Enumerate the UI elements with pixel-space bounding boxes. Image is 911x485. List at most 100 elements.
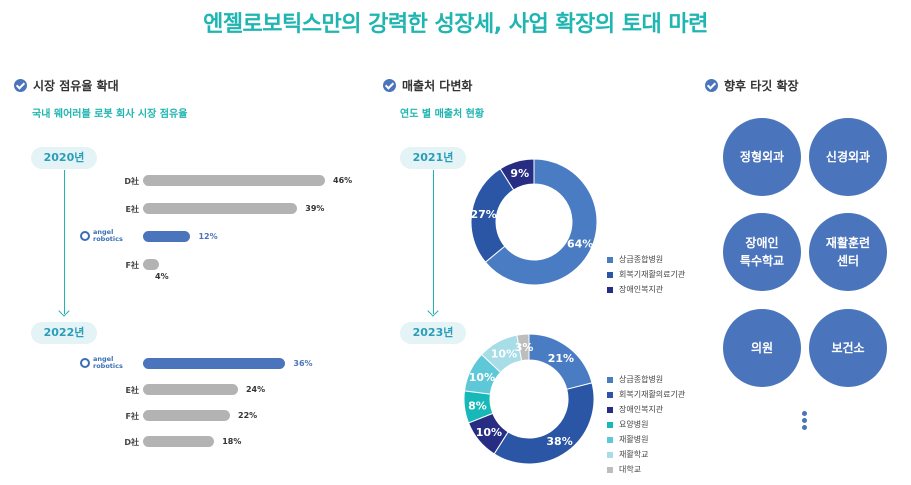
- bar: [143, 436, 215, 447]
- target-bubble: 장애인 특수학교: [723, 213, 801, 291]
- legend-item: 장애인복지관: [607, 404, 663, 415]
- slice-value-label: 38%: [546, 435, 572, 448]
- slice-value-label: 21%: [548, 352, 574, 365]
- slice-value-label: 64%: [567, 238, 593, 251]
- legend-label: 재활학교: [619, 450, 649, 459]
- slice-value-label: 27%: [470, 208, 496, 221]
- page-title: 엔젤로보틱스만의 강력한 성장세, 사업 확장의 토대 마련: [203, 12, 708, 37]
- targets-heading-text: 향후 타깃 확장: [724, 79, 799, 93]
- donut-slice: [467, 412, 509, 455]
- bar-label: F社: [125, 412, 139, 421]
- legend-swatch: [607, 256, 613, 263]
- period-pill-2020: 2020년: [31, 147, 97, 169]
- customers-subtitle: 연도 별 매출처 현황: [400, 109, 485, 120]
- legend-label: 요양병원: [619, 420, 649, 429]
- bar: [143, 231, 191, 242]
- legend-item: 요양병원: [607, 419, 648, 430]
- legend-swatch: [607, 466, 613, 473]
- legend-item: 회복기재활의료기관: [607, 269, 685, 280]
- logo-line-1: angel: [93, 355, 114, 363]
- donut-slice: [463, 390, 494, 424]
- bar: [143, 203, 298, 214]
- bar-value-label: 39%: [305, 204, 325, 213]
- legend-swatch: [607, 421, 613, 428]
- donut-slice: [493, 382, 595, 465]
- check-circle-icon: [705, 79, 718, 92]
- more-dots-icon: [802, 425, 807, 430]
- slice-value-label: 10%: [469, 371, 495, 384]
- legend-swatch: [607, 436, 613, 443]
- slice-value-label: 9%: [510, 167, 529, 180]
- target-bubble: 재활훈련 센터: [809, 213, 887, 291]
- bar: [143, 358, 286, 369]
- bar-value-label: 4%: [155, 272, 169, 281]
- more-dots-icon: [802, 411, 807, 416]
- legend-item: 상급종합병원: [607, 254, 663, 265]
- slice-value-label: 8%: [468, 400, 487, 413]
- down-arrow-icon: [427, 305, 439, 317]
- bar-label: E社: [125, 205, 139, 214]
- legend-swatch: [607, 376, 613, 383]
- legend-label: 대학교: [619, 465, 642, 474]
- bar: [143, 410, 231, 421]
- legend-label: 회복기재활의료기관: [619, 270, 686, 279]
- target-bubble: 의원: [723, 309, 801, 387]
- slice-value-label: 3%: [515, 341, 534, 354]
- donut-slice: [470, 168, 515, 263]
- target-bubble: 보건소: [809, 309, 887, 387]
- logo-line-2: robotics: [93, 235, 123, 243]
- market-share-heading: 시장 점유율 확대: [14, 77, 119, 94]
- donut-slice: [463, 353, 502, 395]
- legend-label: 장애인복지관: [619, 285, 664, 294]
- legend-swatch: [607, 391, 613, 398]
- market-share-subtitle: 국내 웨어러블 로봇 회사 시장 점유율: [32, 109, 188, 120]
- down-arrow-icon: [58, 305, 70, 317]
- target-bubble: 신경외과: [809, 118, 887, 196]
- legend-swatch: [607, 451, 613, 458]
- logo-line-1: angel: [93, 228, 114, 236]
- bar-value-label: 18%: [222, 437, 242, 446]
- bar-label: D社: [124, 177, 139, 186]
- legend-item: 대학교: [607, 464, 641, 475]
- customers-heading: 매출처 다변화: [383, 77, 472, 94]
- bar-label: F社: [125, 261, 139, 270]
- check-circle-icon: [383, 79, 396, 92]
- logo-mark-icon: [80, 231, 90, 241]
- legend-swatch: [607, 406, 613, 413]
- bar: [143, 175, 325, 186]
- legend-label: 상급종합병원: [619, 255, 664, 264]
- donut-slice: [528, 333, 593, 390]
- legend-item: 장애인복지관: [607, 284, 663, 295]
- legend-label: 재활병원: [619, 435, 649, 444]
- timeline-line: [433, 170, 434, 314]
- angel-robotics-logo: angel robotics: [80, 229, 123, 243]
- period-pill-2023: 2023년: [400, 322, 466, 344]
- period-pill-2021: 2021년: [400, 147, 466, 169]
- slice-value-label: 10%: [476, 426, 502, 439]
- bar-value-label: 12%: [198, 232, 218, 241]
- legend-label: 장애인복지관: [619, 405, 664, 414]
- bar-value-label: 36%: [293, 359, 313, 368]
- legend-swatch: [607, 286, 613, 293]
- angel-robotics-logo: angel robotics: [80, 356, 123, 370]
- slice-value-label: 10%: [491, 347, 517, 360]
- bar-label: E社: [125, 386, 139, 395]
- check-circle-icon: [14, 79, 27, 92]
- period-pill-2022: 2022년: [31, 322, 97, 344]
- targets-heading: 향후 타깃 확장: [705, 77, 799, 94]
- bar-label: D社: [124, 438, 139, 447]
- legend-label: 상급종합병원: [619, 375, 664, 384]
- logo-line-2: robotics: [93, 362, 123, 370]
- logo-mark-icon: [80, 358, 90, 368]
- legend-item: 재활학교: [607, 449, 648, 460]
- timeline-line: [64, 170, 65, 314]
- legend-item: 재활병원: [607, 434, 648, 445]
- legend-label: 회복기재활의료기관: [619, 390, 686, 399]
- bar: [143, 384, 238, 395]
- donut-slice: [516, 333, 530, 362]
- bar-value-label: 46%: [333, 176, 353, 185]
- more-dots-icon: [802, 418, 807, 423]
- legend-item: 회복기재활의료기관: [607, 389, 685, 400]
- bar-value-label: 24%: [245, 385, 266, 394]
- donut-slice: [480, 334, 523, 374]
